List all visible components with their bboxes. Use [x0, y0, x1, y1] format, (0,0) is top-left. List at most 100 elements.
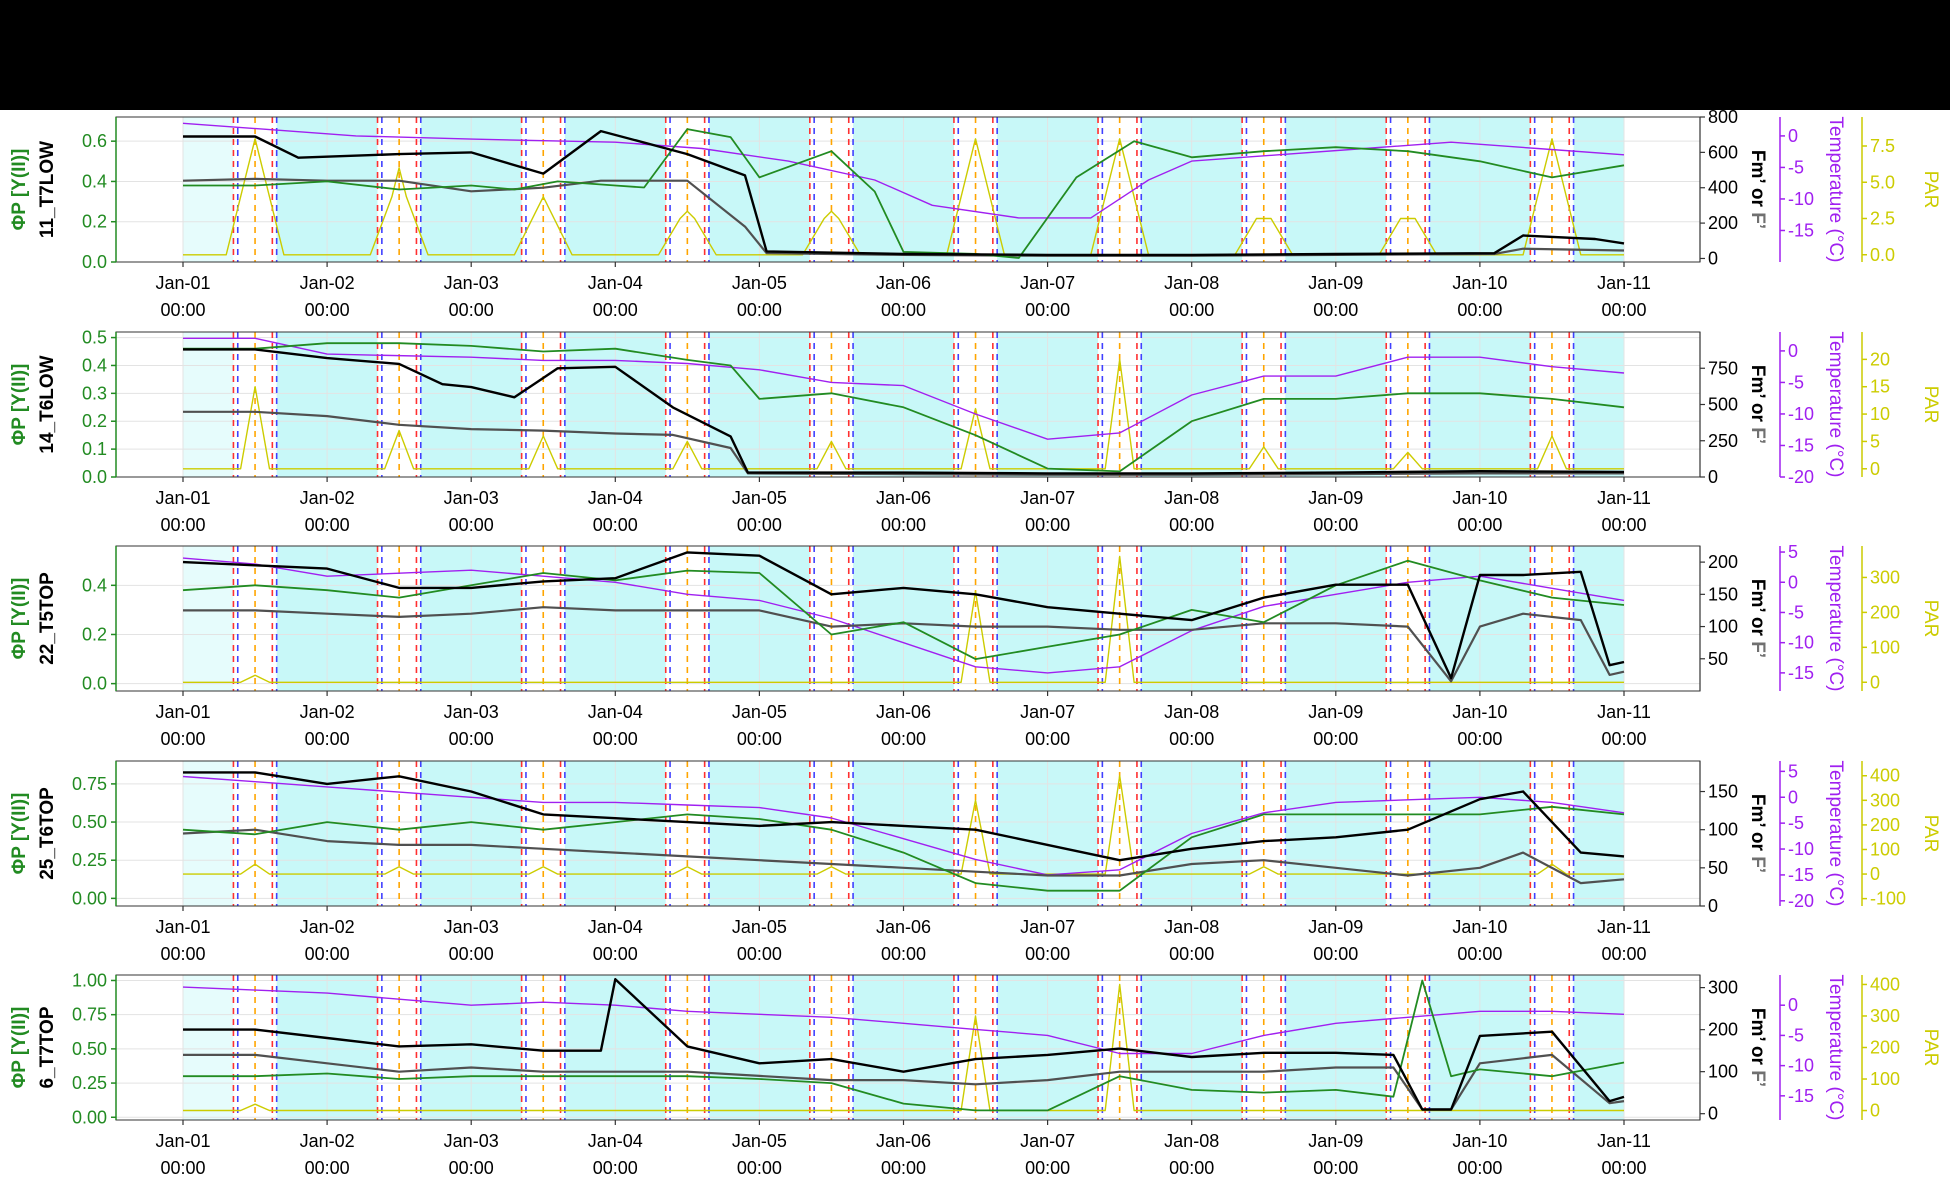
- x-tick-date: Jan-06: [876, 273, 931, 293]
- x-tick-date: Jan-04: [588, 1131, 643, 1151]
- fm-tick-label: 400: [1708, 178, 1738, 198]
- x-tick-date: Jan-01: [155, 1131, 210, 1151]
- x-tick-label: Jan-08 00:00: [1164, 273, 1219, 320]
- par-tick-label: 200: [1870, 1038, 1900, 1058]
- x-tick-time: 00:00: [160, 515, 205, 535]
- x-tick-label: Jan-05 00:00: [732, 488, 787, 535]
- x-tick-date: Jan-07: [1020, 917, 1075, 937]
- fm-tick-label: 150: [1708, 584, 1738, 604]
- series-phi: [182, 559, 1625, 660]
- x-tick-label: Jan-02 00:00: [300, 1131, 355, 1178]
- phi-tick-label: 0.0: [82, 674, 107, 694]
- par-tick-label: 15: [1870, 377, 1890, 397]
- panel-title: 6_T7TOP: [37, 1006, 58, 1088]
- par-tick-label: 0: [1870, 672, 1880, 692]
- x-tick-date: Jan-03: [444, 273, 499, 293]
- par-tick-label: 0: [1870, 864, 1880, 884]
- par-tick-label: 20: [1870, 349, 1890, 369]
- fm-tick-label: 600: [1708, 142, 1738, 162]
- phi-axis-title: ΦP [Y(II)]: [9, 578, 30, 660]
- fm-tick-label: 500: [1708, 395, 1738, 415]
- x-tick-label: Jan-08 00:00: [1164, 488, 1219, 535]
- x-tick-label: Jan-05 00:00: [732, 702, 787, 749]
- temp-tick-label: -15: [1788, 663, 1814, 683]
- x-tick-label: Jan-03 00:00: [444, 1131, 499, 1178]
- night-band: [1573, 975, 1624, 1120]
- x-tick-time: 00:00: [449, 1158, 494, 1178]
- phi-tick-label: 0.75: [72, 1005, 107, 1025]
- temp-tick-label: 5: [1788, 761, 1798, 781]
- night-band: [183, 332, 234, 477]
- x-tick-label: Jan-07 00:00: [1020, 702, 1075, 749]
- temp-tick-label: -10: [1788, 839, 1814, 859]
- phi-tick-label: 0.2: [82, 624, 107, 644]
- x-tick-time: 00:00: [1313, 300, 1358, 320]
- series-phi: [183, 128, 1625, 259]
- x-tick-date: Jan-02: [300, 917, 355, 937]
- x-tick-time: 00:00: [1169, 300, 1214, 320]
- par-tick-label: 7.5: [1870, 136, 1895, 156]
- series-phi: [182, 805, 1625, 892]
- x-tick-label: Jan-04 00:00: [588, 1131, 643, 1178]
- temp-tick-label: -5: [1788, 1025, 1804, 1045]
- temp-tick-label: -10: [1788, 404, 1814, 424]
- x-tick-date: Jan-02: [300, 488, 355, 508]
- night-band: [1573, 546, 1624, 691]
- top-black-bar: [0, 0, 1950, 110]
- phi-tick-label: 0.4: [82, 355, 107, 375]
- series-fm: [182, 551, 1625, 680]
- x-tick-label: Jan-02 00:00: [300, 488, 355, 535]
- series-fm: [183, 129, 1625, 257]
- temp-tick-label: 0: [1788, 572, 1798, 592]
- fm-axis-title-fm: Fm’ or: [1747, 150, 1768, 212]
- fm-tick-label: 750: [1708, 358, 1738, 378]
- x-tick-label: Jan-06 00:00: [876, 702, 931, 749]
- x-tick-label: Jan-11 00:00: [1597, 1131, 1651, 1178]
- par-tick-label: 10: [1870, 404, 1890, 424]
- x-tick-date: Jan-01: [155, 273, 210, 293]
- night-band: [183, 546, 234, 691]
- x-tick-date: Jan-05: [732, 702, 787, 722]
- x-tick-label: Jan-08 00:00: [1164, 1131, 1219, 1178]
- x-tick-time: 00:00: [160, 729, 205, 749]
- night-band: [183, 117, 234, 262]
- fm-axis-title: Fm’ or F’: [1747, 150, 1768, 229]
- temp-axis-title: Temperature (°C): [1825, 546, 1846, 692]
- x-tick-label: Jan-06 00:00: [876, 488, 931, 535]
- x-tick-label: Jan-06 00:00: [876, 1131, 931, 1178]
- fm-axis-title: Fm’ or F’: [1747, 1008, 1768, 1087]
- x-tick-time: 00:00: [449, 300, 494, 320]
- temp-tick-label: -15: [1788, 435, 1814, 455]
- x-tick-date: Jan-10: [1452, 917, 1507, 937]
- series-f: [182, 828, 1625, 885]
- series-par: [183, 358, 1624, 470]
- par-tick-label: 5.0: [1870, 172, 1895, 192]
- x-tick-label: Jan-11 00:00: [1597, 702, 1651, 749]
- fm-tick-label: 0: [1708, 467, 1718, 487]
- x-tick-label: Jan-04 00:00: [588, 702, 643, 749]
- phi-tick-label: 0.1: [82, 439, 107, 459]
- fm-tick-label: 250: [1708, 431, 1738, 451]
- temp-tick-label: -5: [1788, 157, 1804, 177]
- series-fm: [183, 771, 1625, 862]
- x-tick-label: Jan-11 00:00: [1597, 917, 1651, 964]
- panel-4: 0.00 0.25 0.50 0.75 ΦP [Y(II)] 25_T6TOP Jan-01…: [9, 760, 1941, 964]
- x-tick-time: 00:00: [1457, 515, 1502, 535]
- x-tick-time: 00:00: [881, 515, 926, 535]
- x-tick-time: 00:00: [1601, 515, 1646, 535]
- x-tick-time: 00:00: [1457, 944, 1502, 964]
- x-tick-label: Jan-04 00:00: [588, 488, 643, 535]
- x-tick-time: 00:00: [1457, 1158, 1502, 1178]
- x-tick-time: 00:00: [305, 944, 350, 964]
- x-tick-time: 00:00: [1313, 944, 1358, 964]
- temp-tick-label: -20: [1788, 467, 1814, 487]
- temp-tick-label: -5: [1788, 602, 1804, 622]
- x-tick-date: Jan-10: [1452, 273, 1507, 293]
- series-par: [183, 983, 1624, 1112]
- phi-tick-label: 0.0: [82, 467, 107, 487]
- x-tick-date: Jan-08: [1164, 1131, 1219, 1151]
- x-tick-label: Jan-09 00:00: [1308, 917, 1363, 964]
- x-tick-date: Jan-09: [1308, 273, 1363, 293]
- x-tick-label: Jan-07 00:00: [1020, 273, 1075, 320]
